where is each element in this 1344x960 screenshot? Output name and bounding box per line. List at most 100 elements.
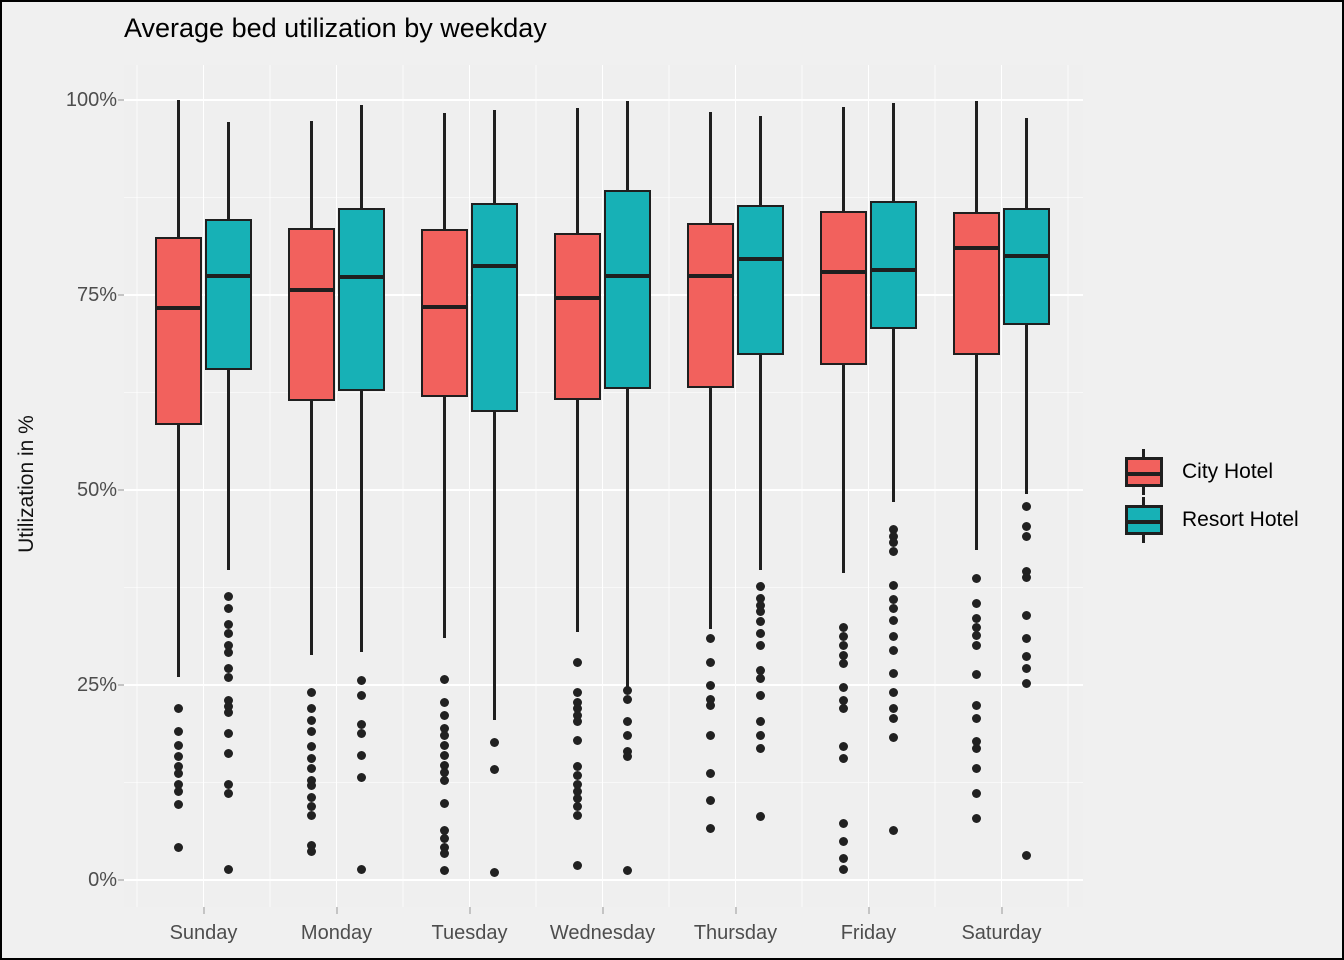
y-tick-label: 25%	[76, 674, 117, 696]
gridline-minor-vertical	[1067, 65, 1069, 907]
outlier-dot-thursday-resort-hotel	[756, 600, 765, 610]
outlier-dot-wednesday-city-hotel	[573, 717, 582, 727]
median-monday-city-hotel	[288, 288, 335, 293]
outlier-dot-friday-resort-hotel	[889, 532, 898, 542]
outlier-dot-saturday-city-hotel	[972, 763, 981, 773]
outlier-dot-saturday-resort-hotel	[1022, 567, 1031, 577]
whisker-upper-friday-resort-hotel	[892, 103, 895, 201]
outlier-dot-wednesday-resort-hotel	[623, 717, 632, 727]
plot-panel	[124, 65, 1083, 907]
gridline-minor-horizontal	[124, 586, 1083, 589]
whisker-lower-saturday-city-hotel	[975, 355, 978, 551]
outlier-dot-friday-resort-hotel	[889, 524, 898, 534]
outlier-dot-saturday-resort-hotel	[1022, 501, 1031, 511]
x-tick-mark	[468, 907, 471, 914]
outlier-dot-wednesday-city-hotel	[573, 703, 582, 713]
outlier-dot-friday-city-hotel	[839, 753, 848, 763]
outlier-dot-tuesday-city-hotel	[440, 760, 449, 770]
outlier-dot-tuesday-resort-hotel	[490, 738, 499, 748]
outlier-dot-thursday-resort-hotel	[756, 665, 765, 675]
outlier-dot-saturday-city-hotel	[972, 744, 981, 754]
outlier-dot-friday-city-hotel	[839, 659, 848, 669]
outlier-dot-sunday-city-hotel	[174, 799, 183, 809]
outlier-dot-saturday-city-hotel	[972, 788, 981, 798]
outlier-dot-wednesday-city-hotel	[573, 657, 582, 667]
gridline-major-vertical	[202, 65, 205, 907]
outlier-dot-saturday-city-hotel	[972, 813, 981, 823]
outlier-dot-thursday-resort-hotel	[756, 617, 765, 627]
outlier-dot-thursday-city-hotel	[706, 769, 715, 779]
whisker-upper-wednesday-resort-hotel	[626, 100, 629, 191]
outlier-dot-sunday-resort-hotel	[224, 592, 233, 602]
whisker-lower-wednesday-resort-hotel	[626, 389, 629, 688]
gridline-major-vertical	[335, 65, 338, 907]
key-box	[1125, 505, 1163, 535]
whisker-lower-sunday-city-hotel	[177, 425, 180, 678]
outlier-dot-friday-resort-hotel	[889, 632, 898, 642]
legend-label-resort-hotel: Resort Hotel	[1182, 508, 1299, 531]
outlier-dot-thursday-resort-hotel	[756, 593, 765, 603]
outlier-dot-thursday-resort-hotel	[756, 690, 765, 700]
box-wednesday-resort-hotel	[604, 190, 651, 390]
outlier-dot-friday-resort-hotel	[889, 703, 898, 713]
outlier-dot-sunday-city-hotel	[174, 762, 183, 772]
outlier-dot-saturday-resort-hotel	[1022, 532, 1031, 542]
legend-item-city-hotel: City Hotel	[1124, 448, 1299, 496]
outlier-dot-tuesday-city-hotel	[440, 825, 449, 835]
outlier-dot-thursday-resort-hotel	[756, 582, 765, 592]
outlier-dot-wednesday-resort-hotel	[623, 866, 632, 876]
outlier-dot-tuesday-city-hotel	[440, 834, 449, 844]
y-tick-label: 75%	[76, 284, 117, 306]
outlier-dot-sunday-city-hotel	[174, 769, 183, 779]
y-tick-mark	[118, 684, 124, 686]
outlier-dot-wednesday-resort-hotel	[623, 746, 632, 756]
x-tick-mark	[867, 907, 870, 914]
outlier-dot-tuesday-city-hotel	[440, 866, 449, 876]
whisker-upper-monday-city-hotel	[310, 121, 313, 228]
outlier-dot-saturday-resort-hotel	[1022, 634, 1031, 644]
outlier-dot-friday-city-hotel	[839, 864, 848, 874]
outlier-dot-thursday-city-hotel	[706, 634, 715, 644]
box-friday-resort-hotel	[870, 200, 917, 330]
x-tick-mark	[734, 907, 737, 914]
outlier-dot-friday-resort-hotel	[889, 646, 898, 656]
legend-label-city-hotel: City Hotel	[1182, 460, 1274, 483]
outlier-dot-friday-resort-hotel	[889, 825, 898, 835]
outlier-dot-monday-city-hotel	[307, 847, 316, 857]
outlier-dot-monday-resort-hotel	[357, 719, 366, 729]
x-tick-label-tuesday: Tuesday	[431, 922, 508, 944]
gridline-minor-vertical	[668, 65, 670, 907]
median-thursday-resort-hotel	[737, 257, 784, 262]
whisker-upper-saturday-resort-hotel	[1025, 117, 1028, 208]
outlier-dot-tuesday-city-hotel	[440, 776, 449, 786]
outlier-dot-tuesday-city-hotel	[440, 799, 449, 809]
outlier-dot-wednesday-city-hotel	[573, 779, 582, 789]
outlier-dot-saturday-resort-hotel	[1022, 611, 1031, 621]
outlier-dot-sunday-resort-hotel	[224, 620, 233, 630]
whisker-lower-tuesday-city-hotel	[443, 397, 446, 639]
whisker-upper-saturday-city-hotel	[975, 100, 978, 213]
outlier-dot-sunday-city-hotel	[174, 752, 183, 762]
whisker-lower-friday-resort-hotel	[892, 329, 895, 503]
median-thursday-city-hotel	[687, 273, 734, 278]
median-friday-resort-hotel	[870, 268, 917, 273]
box-sunday-city-hotel	[155, 237, 202, 426]
outlier-dot-saturday-resort-hotel	[1022, 678, 1031, 688]
outlier-dot-monday-city-hotel	[307, 715, 316, 725]
outlier-dot-friday-city-hotel	[839, 632, 848, 642]
box-saturday-resort-hotel	[1003, 207, 1050, 325]
y-axis-title: Utilization in %	[15, 415, 38, 553]
median-wednesday-resort-hotel	[604, 274, 651, 279]
y-tick-label: 100%	[65, 89, 117, 111]
outlier-dot-friday-city-hotel	[839, 682, 848, 692]
gridline-minor-vertical	[801, 65, 803, 907]
outlier-dot-thursday-resort-hotel	[756, 640, 765, 650]
outlier-dot-tuesday-city-hotel	[440, 710, 449, 720]
outlier-dot-wednesday-resort-hotel	[623, 731, 632, 741]
outlier-dot-sunday-resort-hotel	[224, 707, 233, 717]
outlier-dot-monday-resort-hotel	[357, 690, 366, 700]
outlier-dot-thursday-city-hotel	[706, 680, 715, 690]
key-median	[1128, 519, 1160, 524]
gridline-minor-vertical	[535, 65, 537, 907]
boxplot-key-icon	[1124, 497, 1164, 543]
